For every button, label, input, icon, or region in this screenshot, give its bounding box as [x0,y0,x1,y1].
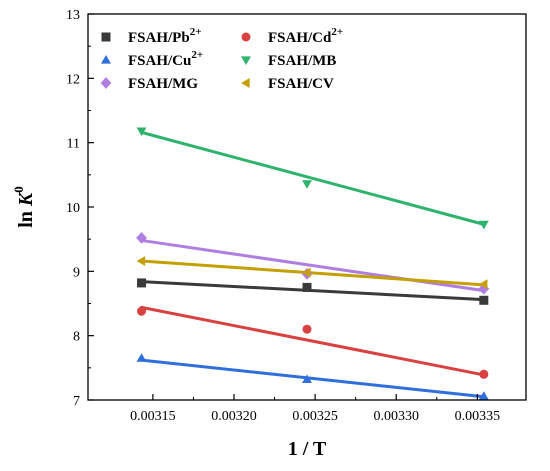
fit-line-fsah-cu [140,358,486,399]
data-point-fsah-mb [478,220,489,230]
data-point-fsah-cd [479,369,489,379]
data-point-fsah-cd [137,306,147,316]
plot-frame [87,13,527,401]
y-tick-label: 10 [66,201,80,216]
legend-marker-fsah-cv [241,78,250,88]
y-axis-title: ln K0 [11,186,37,228]
data-point-fsah-pb [479,295,489,305]
legend-label-fsah-mb: FSAH/MB [268,53,336,69]
fit-line-fsah-mb [140,130,486,226]
data-point-fsah-mb [136,127,147,137]
legend-label-fsah-cu: FSAH/Cu2+ [128,49,203,69]
legend-marker-fsah-cu [101,55,111,64]
x-axis-title: 1 / T [288,438,327,460]
x-tick-label: 0.00320 [211,409,257,424]
legend-label-fsah-cd: FSAH/Cd2+ [268,26,343,46]
data-point-fsah-cu [136,353,147,362]
y-tick-label: 11 [67,137,80,152]
data-point-fsah-cu [302,374,312,384]
fit-line-fsah-cv [140,259,486,287]
axes: 0.00315 0.00320 0.00325 0.00330 0.00335 7 8 9 10… [66,8,527,424]
data-point-fsah-cv [136,256,146,266]
legend-label-fsah-pb: FSAH/Pb2+ [128,26,201,46]
legend-label-fsah-cv: FSAH/CV [268,76,334,92]
fit-line-fsah-pb [140,280,486,302]
data-point-fsah-cv [478,279,488,290]
fit-line-fsah-cd [140,305,486,377]
y-tick-label: 8 [73,330,80,345]
legend: FSAH/Pb2+ FSAH/Cd2+ FSAH/Cu2+ FSAH/MB FSAH/M… [100,26,343,92]
y-tick-label: 13 [66,8,80,23]
data-point-fsah-mb [302,180,312,189]
legend-label-fsah-mg: FSAH/MG [128,76,198,92]
y-axis-title-var: K [15,191,37,207]
legend-marker-fsah-pb [101,32,111,42]
x-tick-label: 0.00335 [455,409,501,424]
legend-marker-fsah-cd [241,32,251,42]
y-tick-label: 9 [73,265,80,280]
legend-marker-fsah-mb [241,56,251,65]
fit-lines [140,130,486,399]
legend-marker-fsah-mg [100,77,112,89]
data-point-fsah-pb [302,282,312,292]
data-point-fsah-cd [302,324,312,334]
data-point-fsah-cu [478,391,489,400]
x-tick-label: 0.00315 [130,409,176,424]
x-tick-label: 0.00325 [292,409,338,424]
data-point-fsah-pb [137,278,147,288]
data-point-fsah-mg [136,232,147,244]
data-point-fsah-cv [302,267,311,278]
y-tick-label: 7 [73,394,80,409]
y-axis-title-prefix: ln [15,206,37,228]
data-markers [136,127,490,400]
y-tick-label: 12 [66,72,80,87]
y-axis-title-sup: 0 [11,186,26,193]
x-tick-label: 0.00330 [373,409,419,424]
